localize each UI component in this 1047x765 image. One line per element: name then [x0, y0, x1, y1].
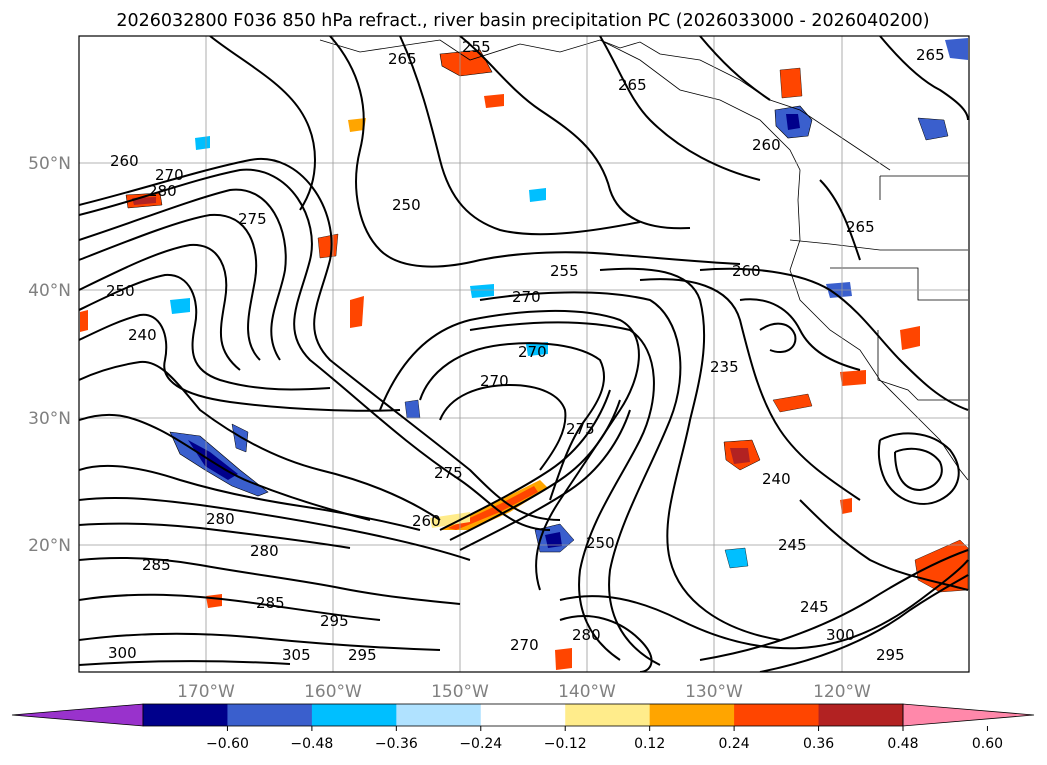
contour-label: 235: [710, 358, 739, 376]
contour-labels: 255 265 265 260 270 280 275 250 250 240 …: [106, 38, 945, 664]
contour-label: 250: [392, 196, 421, 214]
lat-label: 30°N: [28, 409, 71, 429]
colorbar-tick-label: −0.36: [375, 736, 418, 752]
colorbar-cell: [311, 704, 397, 726]
contour-label: 305: [282, 646, 311, 664]
contour-label: 300: [108, 644, 137, 662]
contour-label: 265: [916, 46, 945, 64]
contour-label: 275: [566, 420, 595, 438]
colorbar-tick-label: 0.48: [887, 736, 918, 752]
lon-label: 140°W: [558, 682, 616, 702]
contour-label: 280: [572, 626, 601, 644]
contour-label: 250: [106, 282, 135, 300]
colorbar-cell: [565, 704, 651, 726]
longitude-labels: 170°W 160°W 150°W 140°W 130°W 120°W: [177, 682, 871, 702]
latitude-labels: 50°N 40°N 30°N 20°N: [28, 154, 71, 556]
lon-label: 160°W: [304, 682, 362, 702]
colorbar-tick-label: −0.24: [459, 736, 502, 752]
contour-label: 280: [206, 510, 235, 528]
colorbar-cell: [480, 704, 566, 726]
refractivity-contours: [79, 36, 969, 672]
colorbar-cell: [734, 704, 820, 726]
contour-label: 260: [110, 152, 139, 170]
colorbar-extend-high: [902, 703, 1035, 727]
contour-label: 285: [256, 594, 285, 612]
contour-label: 240: [128, 326, 157, 344]
lon-label: 130°W: [685, 682, 743, 702]
contour-label: 265: [618, 76, 647, 94]
graticule: [79, 36, 969, 672]
contour-label: 260: [752, 136, 781, 154]
contour-label: 245: [800, 598, 829, 616]
coastlines: [319, 39, 969, 481]
contour-label: 295: [320, 612, 349, 630]
colorbar: −0.60 −0.48 −0.36 −0.24 −0.12 0.12 0.24 0.36 0.4…: [11, 703, 1035, 752]
contour-label: 295: [348, 646, 377, 664]
colorbar-cell: [396, 704, 482, 726]
contour-label: 260: [732, 262, 761, 280]
contour-label: 300: [826, 626, 855, 644]
contour-label: 270: [512, 288, 541, 306]
contour-label: 275: [238, 210, 267, 228]
contour-label: 275: [434, 464, 463, 482]
colorbar-tick-label: −0.12: [544, 736, 587, 752]
colorbar-tick-label: −0.48: [290, 736, 333, 752]
colorbar-tick-label: 0.60: [972, 736, 1003, 752]
contour-label: 265: [388, 50, 417, 68]
contour-label: 285: [142, 556, 171, 574]
colorbar-tick-label: 0.36: [803, 736, 834, 752]
map-area: 255 265 265 260 270 280 275 250 250 240 …: [78, 35, 970, 673]
contour-label: 270: [480, 372, 509, 390]
lat-label: 40°N: [28, 281, 71, 301]
contour-label: 270: [518, 343, 547, 361]
colorbar-cell: [649, 704, 735, 726]
contour-label: 265: [846, 218, 875, 236]
colorbar-tick-label: 0.12: [634, 736, 665, 752]
colorbar-tick-label: 0.24: [719, 736, 750, 752]
contour-label: 255: [462, 38, 491, 56]
lon-label: 150°W: [431, 682, 489, 702]
colorbar-tick-label: −0.60: [206, 736, 249, 752]
map-title: 2026032800 F036 850 hPa refract., river …: [116, 11, 929, 31]
contour-label: 270: [155, 166, 184, 184]
colorbar-cell: [818, 704, 904, 726]
colorbar-cell: [227, 704, 313, 726]
map-frame: [78, 35, 970, 673]
lat-label: 50°N: [28, 154, 71, 174]
lon-label: 120°W: [813, 682, 871, 702]
contour-label: 280: [250, 542, 279, 560]
colorbar-extend-low: [11, 703, 144, 727]
colorbar-cell: [143, 704, 228, 726]
contour-label: 250: [586, 534, 615, 552]
lat-label: 20°N: [28, 536, 71, 556]
contour-label: 240: [762, 470, 791, 488]
contour-label: 270: [510, 636, 539, 654]
contour-label: 280: [148, 182, 177, 200]
contour-label: 255: [550, 262, 579, 280]
contour-label: 245: [778, 536, 807, 554]
contour-label: 295: [876, 646, 905, 664]
lon-label: 170°W: [177, 682, 235, 702]
contour-label: 260: [412, 512, 441, 530]
